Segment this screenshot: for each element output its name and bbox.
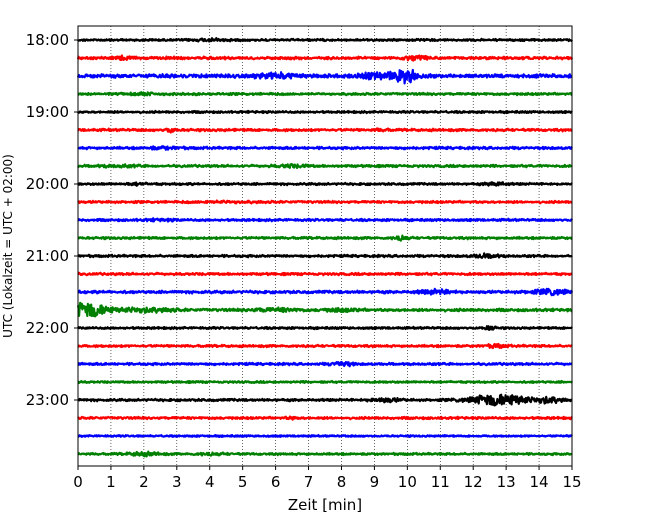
plot-frame xyxy=(77,25,573,467)
trace-line-2345 xyxy=(77,450,573,458)
x-tick-label: 0 xyxy=(73,473,83,491)
y-tick-label: 23:00 xyxy=(26,391,69,409)
trace-line-2330 xyxy=(77,434,573,439)
trace-line-1900 xyxy=(77,109,573,115)
trace-line-2000 xyxy=(77,181,573,187)
x-tick-label: 6 xyxy=(271,473,281,491)
x-tick-label: 3 xyxy=(172,473,182,491)
trace-line-2200 xyxy=(76,325,573,331)
x-tick-label: 5 xyxy=(238,473,248,491)
y-axis-title: UTC (Lokalzeit = UTC + 02:00) xyxy=(1,154,15,338)
y-tick-label: 18:00 xyxy=(26,31,69,49)
y-axis: 18:00 19:00 20:00 21:00 22:00 23:00 xyxy=(26,31,78,409)
y-tick-label: 20:00 xyxy=(26,175,69,193)
trace-line-2215 xyxy=(77,342,573,350)
trace-line-2115 xyxy=(77,271,573,277)
trace-line-2100 xyxy=(77,252,573,259)
trace-line-2130 xyxy=(77,287,574,297)
trace-line-2030 xyxy=(77,217,573,223)
trace-line-2015 xyxy=(77,199,573,205)
trace-line-2045 xyxy=(77,234,573,242)
x-tick-label: 8 xyxy=(337,473,347,491)
y-tick-label: 21:00 xyxy=(26,247,69,265)
x-tick-label: 2 xyxy=(139,473,149,491)
y-tick-label: 22:00 xyxy=(26,319,69,337)
trace-line-1915 xyxy=(77,127,573,134)
trace-line-2315 xyxy=(77,415,573,421)
x-axis-title: Zeit [min] xyxy=(288,496,362,514)
trace-line-1945 xyxy=(77,163,573,170)
trace-line-1930 xyxy=(77,145,573,151)
trace-line-1830 xyxy=(76,68,573,85)
x-tick-label: 9 xyxy=(370,473,380,491)
trace-line-1815 xyxy=(76,54,574,62)
grid-lines xyxy=(110,26,540,466)
x-tick-label: 15 xyxy=(562,473,581,491)
x-tick-label: 10 xyxy=(398,473,417,491)
x-tick-label: 14 xyxy=(530,473,549,491)
trace-group xyxy=(76,37,574,458)
y-tick-label: 19:00 xyxy=(26,103,69,121)
trace-line-2245 xyxy=(77,379,573,385)
x-tick-label: 13 xyxy=(497,473,516,491)
trace-line-2300 xyxy=(77,393,573,407)
x-axis: 0 1 2 3 4 5 6 7 8 9 10 11 12 13 14 15 xyxy=(73,466,582,491)
x-tick-label: 1 xyxy=(106,473,116,491)
trace-line-2145 xyxy=(76,301,573,318)
x-tick-label: 7 xyxy=(304,473,314,491)
x-tick-label: 11 xyxy=(431,473,450,491)
trace-line-1800 xyxy=(77,37,573,43)
trace-line-1845 xyxy=(77,91,573,97)
x-tick-label: 4 xyxy=(205,473,215,491)
x-tick-label: 12 xyxy=(464,473,483,491)
trace-line-2230 xyxy=(77,360,573,368)
